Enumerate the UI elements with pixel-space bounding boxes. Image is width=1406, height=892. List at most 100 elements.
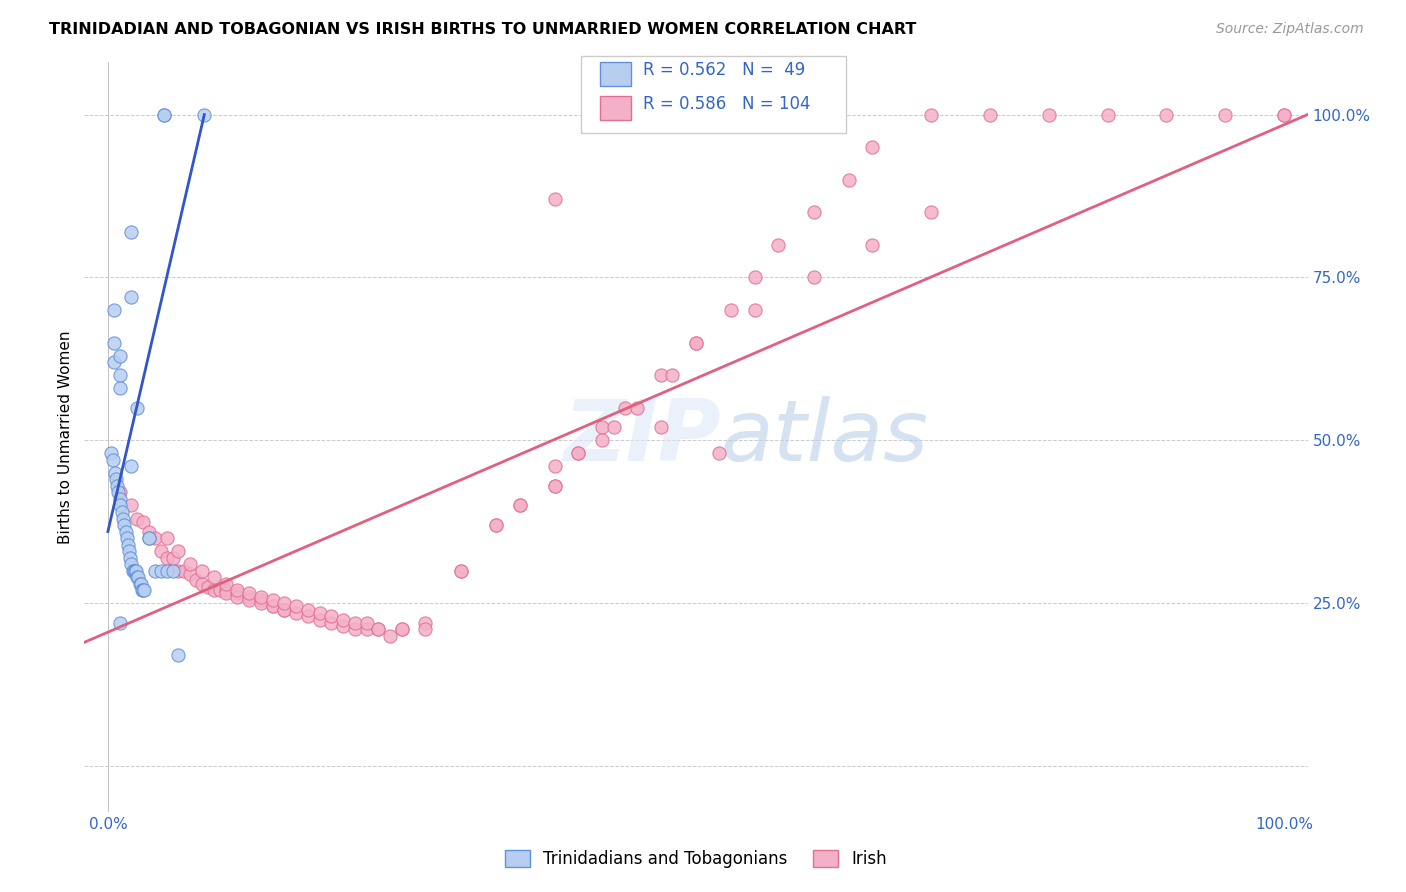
Point (134, 583, 156, 598)
Point (226, 583, 249, 598)
Text: R = 0.586   N = 104: R = 0.586 N = 104 (643, 95, 810, 113)
Point (156, 550, 179, 565)
Point (685, 335, 707, 350)
Point (105, 472, 128, 486)
Point (720, 303, 742, 318)
Point (191, 564, 214, 578)
Point (367, 622, 389, 636)
Point (308, 613, 330, 627)
Point (114, 524, 136, 539)
Point (273, 603, 295, 617)
Point (108, 615, 131, 630)
Point (128, 576, 150, 591)
Point (509, 499, 531, 513)
Point (803, 205, 825, 219)
Point (202, 583, 225, 598)
Point (321, 609, 343, 624)
Point (107, 485, 129, 500)
Point (173, 564, 195, 578)
Point (120, 290, 142, 304)
Point (162, 550, 184, 565)
Point (450, 564, 472, 578)
Point (108, 485, 131, 500)
Point (104, 466, 127, 480)
Point (153, 107, 176, 121)
Text: ZIP: ZIP (562, 395, 720, 479)
Point (179, 566, 201, 581)
Y-axis label: Births to Unmarried Women: Births to Unmarried Women (58, 330, 73, 544)
Point (661, 368, 683, 383)
Point (567, 446, 589, 460)
Point (214, 586, 236, 600)
Point (214, 583, 236, 598)
Point (332, 613, 354, 627)
Point (112, 511, 135, 525)
Point (103, 303, 125, 318)
Point (226, 590, 249, 604)
Point (127, 401, 149, 415)
Point (685, 335, 707, 350)
Point (1097, 107, 1119, 121)
Point (744, 303, 766, 318)
Point (860, 238, 883, 252)
Point (544, 479, 567, 493)
Point (108, 368, 131, 383)
Point (184, 574, 207, 588)
Point (120, 557, 142, 571)
Point (273, 596, 295, 610)
Point (249, 590, 271, 604)
Point (115, 531, 138, 545)
Point (131, 583, 153, 598)
Point (262, 599, 284, 614)
Point (138, 524, 160, 539)
Point (450, 564, 472, 578)
Point (149, 544, 172, 558)
Point (153, 107, 176, 121)
Legend: Trinidadians and Tobagonians, Irish: Trinidadians and Tobagonians, Irish (499, 843, 893, 874)
Point (544, 479, 567, 493)
Point (103, 335, 125, 350)
Point (321, 615, 343, 630)
Point (108, 491, 131, 506)
Point (117, 538, 139, 552)
Point (744, 270, 766, 285)
Point (202, 570, 225, 584)
Point (120, 225, 142, 239)
Point (156, 564, 179, 578)
Point (167, 544, 190, 558)
Point (308, 606, 330, 620)
Point (391, 622, 413, 636)
Point (262, 593, 284, 607)
Point (297, 603, 319, 617)
Point (285, 606, 308, 620)
Point (249, 593, 271, 607)
Point (122, 564, 145, 578)
Point (356, 615, 378, 630)
Point (273, 603, 295, 617)
Point (120, 459, 142, 474)
Point (197, 580, 219, 594)
Point (1156, 107, 1178, 121)
Point (138, 531, 160, 545)
Point (156, 531, 179, 545)
Point (127, 570, 149, 584)
Point (120, 499, 142, 513)
Point (124, 564, 146, 578)
Point (118, 544, 141, 558)
Point (860, 140, 883, 154)
Point (920, 205, 942, 219)
Point (100, 446, 122, 460)
Point (838, 172, 860, 186)
Point (138, 531, 160, 545)
Point (626, 401, 648, 415)
Text: TRINIDADIAN AND TOBAGONIAN VS IRISH BIRTHS TO UNMARRIED WOMEN CORRELATION CHART: TRINIDADIAN AND TOBAGONIAN VS IRISH BIRT… (49, 22, 917, 37)
Point (380, 629, 402, 643)
Point (332, 619, 354, 633)
Point (343, 615, 366, 630)
Point (112, 518, 135, 533)
Point (709, 446, 731, 460)
Point (262, 599, 284, 614)
Text: Source: ZipAtlas.com: Source: ZipAtlas.com (1216, 22, 1364, 37)
Point (108, 381, 131, 395)
Point (1272, 107, 1295, 121)
